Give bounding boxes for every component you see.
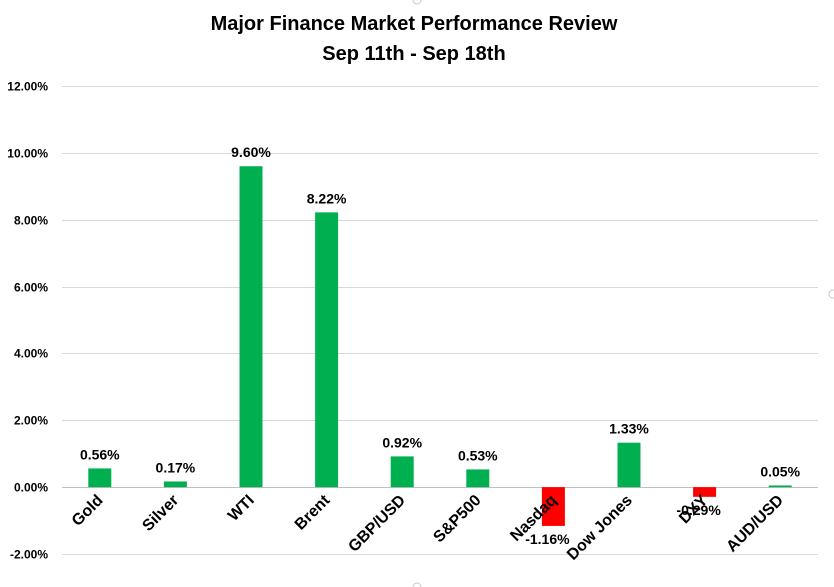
y-tick-label: 6.00%: [14, 281, 48, 295]
bar: [315, 212, 339, 488]
y-tick-label: 8.00%: [14, 214, 48, 228]
data-label: 0.56%: [80, 446, 120, 462]
bar: [617, 442, 641, 488]
category-label: S&P500: [430, 492, 484, 546]
gridlines: [62, 86, 818, 555]
data-label: 8.22%: [307, 190, 347, 206]
y-tick-label: 12.00%: [7, 80, 48, 94]
bar: [390, 456, 414, 488]
y-tick-label: -2.00%: [10, 548, 48, 562]
bar: [239, 166, 263, 488]
bar: [163, 481, 187, 488]
bars: [88, 166, 792, 526]
chart-title: Major Finance Market Performance Review: [211, 13, 618, 35]
category-label: Brent: [292, 491, 334, 533]
bar: [541, 487, 565, 526]
category-label: GBP/USD: [345, 492, 409, 556]
y-tick-label: 2.00%: [14, 414, 48, 428]
data-label: 9.60%: [231, 144, 271, 160]
resize-handle-right[interactable]: [828, 289, 834, 299]
y-tick-label: 4.00%: [14, 347, 48, 361]
data-label: -1.16%: [525, 531, 570, 547]
chart-subtitle: Sep 11th - Sep 18th: [322, 43, 505, 65]
category-label: AUD/USD: [723, 492, 787, 556]
y-axis-tick-labels: -2.00% 0.00% 2.00% 4.00% 6.00% 8.00% 10.00% 12.…: [7, 80, 48, 562]
data-label: -0.29%: [676, 502, 721, 518]
category-label: Silver: [139, 492, 182, 535]
category-label: Dow Jones: [564, 492, 636, 564]
category-label: WTI: [225, 492, 258, 525]
resize-handle-top[interactable]: [412, 0, 422, 5]
category-label: Gold: [69, 492, 107, 530]
data-label: 0.92%: [382, 434, 422, 450]
y-tick-label: 0.00%: [14, 481, 48, 495]
bar: [88, 468, 112, 488]
data-label: 0.05%: [760, 463, 800, 479]
y-tick-label: 10.00%: [7, 147, 48, 161]
bar: [768, 485, 792, 488]
data-label: 0.53%: [458, 447, 498, 463]
bar: [693, 487, 717, 497]
data-labels: 0.56% 0.17% 9.60% 8.22% 0.92% 0.53% -1.16% 1.33…: [80, 144, 801, 547]
bar: [466, 469, 490, 488]
data-label: 1.33%: [609, 421, 649, 437]
resize-handle-bottom[interactable]: [412, 582, 422, 587]
data-label: 0.17%: [156, 459, 196, 475]
